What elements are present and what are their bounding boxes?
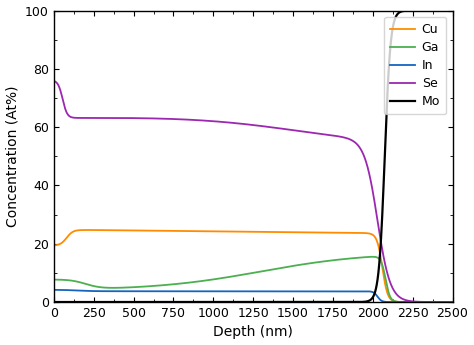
In bbox=[450, 300, 456, 304]
Cu bbox=[399, 300, 405, 304]
In bbox=[97, 289, 102, 293]
In bbox=[448, 300, 454, 304]
Ga bbox=[51, 277, 57, 282]
Mo bbox=[204, 300, 210, 304]
Line: Ga: Ga bbox=[54, 257, 453, 302]
Legend: Cu, Ga, In, Se, Mo: Cu, Ga, In, Se, Mo bbox=[384, 17, 446, 114]
Se bbox=[442, 300, 447, 304]
Ga bbox=[221, 276, 227, 280]
Mo bbox=[51, 300, 57, 304]
Cu bbox=[450, 300, 456, 304]
In bbox=[442, 300, 447, 304]
Ga bbox=[204, 278, 210, 283]
Line: In: In bbox=[54, 290, 453, 302]
Cu bbox=[221, 229, 227, 234]
Ga bbox=[442, 300, 447, 304]
Cu bbox=[204, 229, 210, 233]
Se bbox=[399, 296, 405, 300]
In bbox=[120, 289, 126, 293]
Ga bbox=[120, 286, 126, 290]
Mo bbox=[221, 300, 227, 304]
Mo bbox=[442, 9, 447, 13]
Mo bbox=[450, 9, 456, 13]
Se bbox=[51, 79, 57, 83]
Se bbox=[97, 116, 102, 120]
Cu bbox=[51, 243, 57, 247]
Se bbox=[204, 119, 210, 123]
Cu bbox=[442, 300, 447, 304]
Cu bbox=[97, 228, 102, 232]
X-axis label: Depth (nm): Depth (nm) bbox=[213, 325, 293, 339]
Line: Se: Se bbox=[54, 81, 453, 302]
Ga bbox=[370, 255, 375, 259]
Ga bbox=[399, 300, 405, 304]
Mo bbox=[120, 300, 126, 304]
In bbox=[399, 300, 405, 304]
Y-axis label: Concentration (At%): Concentration (At%) bbox=[6, 86, 19, 227]
Ga bbox=[97, 285, 102, 289]
Cu bbox=[84, 228, 90, 232]
Line: Cu: Cu bbox=[54, 230, 453, 302]
In bbox=[221, 289, 227, 293]
Se bbox=[120, 116, 126, 120]
Ga bbox=[450, 300, 456, 304]
In bbox=[204, 289, 210, 293]
Mo bbox=[97, 300, 102, 304]
Mo bbox=[399, 9, 405, 13]
Se bbox=[450, 300, 456, 304]
Line: Mo: Mo bbox=[54, 11, 453, 302]
In bbox=[51, 288, 57, 292]
Cu bbox=[120, 228, 126, 233]
Se bbox=[221, 120, 227, 124]
